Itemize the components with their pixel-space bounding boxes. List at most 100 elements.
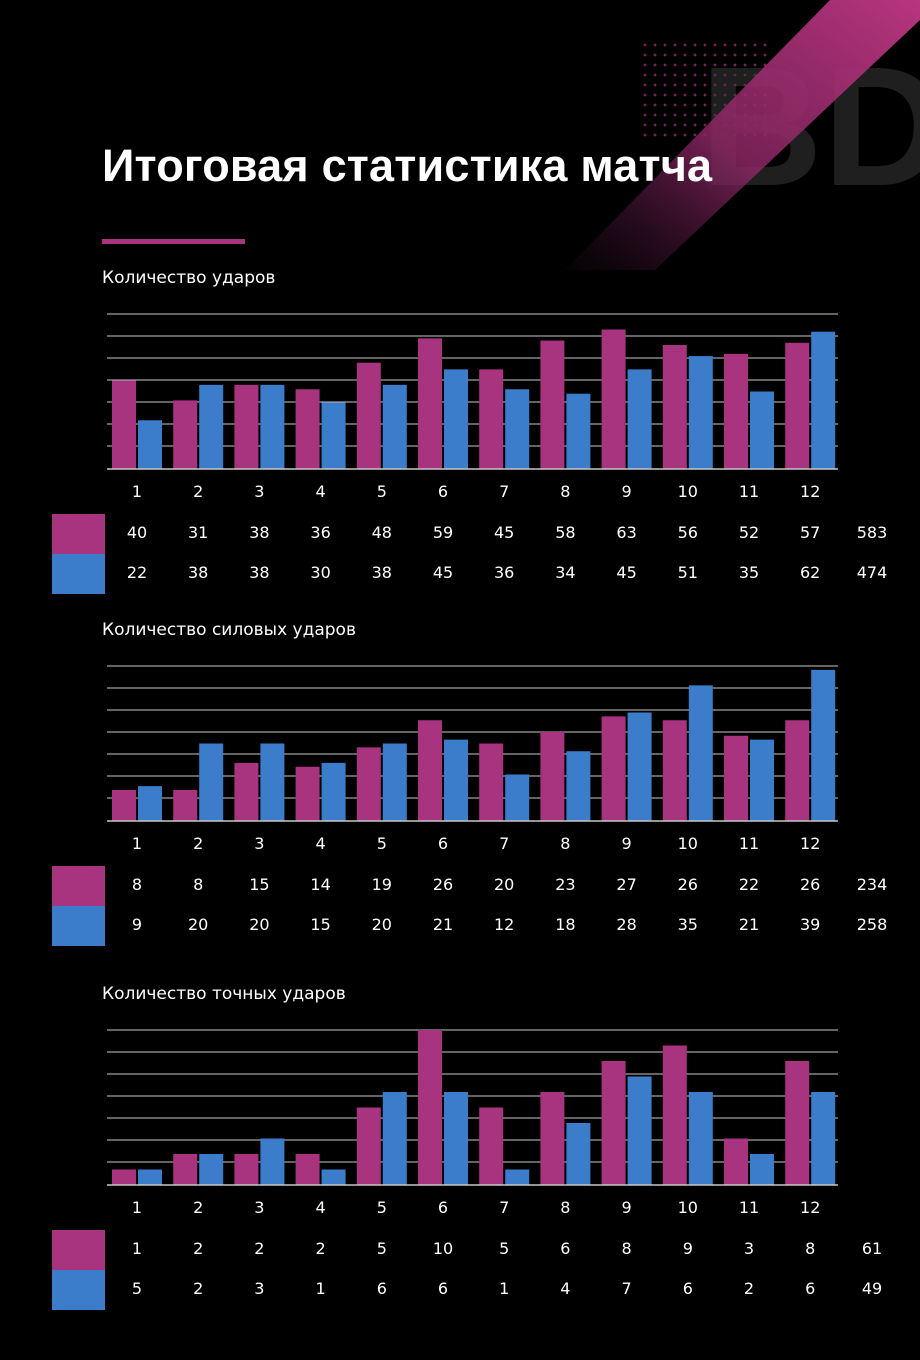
x-tick-label: 8	[560, 482, 570, 501]
table-cell: 6	[560, 1239, 571, 1258]
bar-series-b	[382, 384, 407, 469]
table-cell: 6	[437, 1279, 449, 1298]
table-cell: 23	[555, 875, 576, 894]
bar-series-a	[785, 720, 810, 821]
x-tick-label: 2	[193, 834, 203, 853]
table-cell: 26	[677, 875, 698, 894]
x-tick-label: 7	[499, 834, 509, 853]
legend-swatch-series-a	[52, 866, 105, 906]
bar-series-a	[112, 380, 136, 469]
table-cell: 5	[131, 1279, 143, 1298]
bar-series-b	[138, 786, 162, 821]
bar-series-b	[199, 384, 224, 469]
x-tick-label: 5	[377, 834, 387, 853]
table-cell: 38	[249, 523, 270, 542]
bar-series-a	[540, 340, 565, 469]
bar-series-b	[260, 1138, 285, 1185]
table-cell: 40	[126, 523, 148, 542]
bar-chart-shots: 1 2 3 4 5 6 7 8 9 10 11 12	[107, 313, 838, 501]
table-cell: 9	[131, 915, 143, 934]
table-cell: 62	[800, 563, 821, 582]
x-tick-label: 10	[678, 482, 698, 501]
bar-series-b	[260, 743, 285, 821]
table-cell: 52	[738, 523, 760, 542]
table-cell: 45	[616, 563, 637, 582]
x-tick-label: 4	[316, 482, 326, 501]
x-tick-label: 12	[800, 834, 820, 853]
x-tick-label: 9	[622, 482, 632, 501]
table-cell: 57	[800, 523, 821, 542]
table-cell: 1	[131, 1239, 143, 1258]
bar-series-b	[138, 420, 162, 469]
table-cell: 48	[371, 523, 392, 542]
bar-series-a	[112, 790, 136, 821]
table-cell: 5	[376, 1239, 387, 1258]
table-cell: 38	[249, 563, 270, 582]
chart-section-shots: Количество ударов 1 2 3 4 5 6 7 8 9 10 11 12 40 31 38…	[0, 268, 920, 598]
table-cell: 2	[743, 1279, 755, 1298]
bar-series-a	[785, 1061, 810, 1185]
x-tick-label: 6	[438, 834, 448, 853]
bar-series-b	[566, 393, 591, 469]
table-cell: 20	[249, 915, 270, 934]
bar-series-a	[173, 1154, 198, 1185]
table-cell: 36	[494, 563, 515, 582]
table-cell: 2	[193, 1239, 204, 1258]
bar-series-b	[382, 1092, 407, 1185]
bar-series-a	[418, 338, 442, 469]
x-tick-label: 8	[560, 1198, 570, 1217]
legend-swatch-series-b	[52, 1270, 105, 1310]
table-cell: 12	[494, 915, 515, 934]
bar-series-b	[566, 1123, 591, 1185]
x-tick-label: 2	[193, 482, 203, 501]
bar-series-b	[505, 389, 530, 469]
bar-series-b	[811, 1092, 836, 1185]
bar-chart-power-shots: 1 2 3 4 5 6 7 8 9 10 11 12	[107, 665, 838, 853]
table-cell: 39	[800, 915, 821, 934]
bar-series-b	[505, 774, 530, 821]
bar-series-a	[234, 1154, 259, 1185]
table-cell: 21	[432, 915, 454, 934]
bar-series-b	[444, 369, 468, 469]
x-tick-label: 1	[132, 482, 142, 501]
x-tick-label: 11	[739, 482, 759, 501]
bar-series-a	[295, 766, 320, 821]
table-cell: 2	[315, 1239, 326, 1258]
table-cell: 6	[805, 1279, 816, 1298]
x-tick-label: 9	[622, 1198, 632, 1217]
table-cell: 15	[249, 875, 270, 894]
table-cell: 34	[555, 563, 576, 582]
bar-series-b	[811, 669, 836, 821]
x-tick-label: 11	[739, 1198, 759, 1217]
bar-series-a	[173, 400, 198, 469]
table-cell: 22	[126, 563, 148, 582]
x-tick-label: 5	[377, 1198, 387, 1217]
table-cell: 38	[188, 563, 209, 582]
table-cell: 20	[494, 875, 515, 894]
x-tick-label: 3	[254, 482, 264, 501]
table-cell: 19	[371, 875, 392, 894]
bar-series-a	[662, 345, 687, 469]
bar-series-a	[418, 1030, 442, 1185]
table-cell: 35	[738, 563, 760, 582]
table-cell: 1	[315, 1279, 326, 1298]
legend-swatch-series-a	[52, 514, 105, 554]
bar-series-b	[321, 1169, 346, 1185]
table-cell: 6	[682, 1279, 693, 1298]
table-cell: 15	[310, 915, 331, 934]
table-cell: 56	[677, 523, 698, 542]
bar-series-b	[811, 331, 836, 469]
bar-series-b	[750, 391, 774, 469]
x-tick-label: 3	[254, 834, 264, 853]
legend-swatch-series-a	[52, 1230, 105, 1270]
bar-series-a	[785, 342, 810, 469]
bar-series-a	[356, 362, 381, 469]
x-tick-label: 11	[739, 834, 759, 853]
chart-section-accurate-shots: Количество точных ударов 1 2 3 4 5 6 7 8 9 10 11 12…	[0, 984, 920, 1314]
bar-series-a	[540, 1092, 565, 1185]
chart-title: Количество точных ударов	[102, 984, 346, 1004]
table-total-cell: 234	[856, 875, 888, 894]
table-cell: 45	[494, 523, 515, 542]
bar-series-a	[112, 1169, 136, 1185]
table-cell: 63	[616, 523, 637, 542]
